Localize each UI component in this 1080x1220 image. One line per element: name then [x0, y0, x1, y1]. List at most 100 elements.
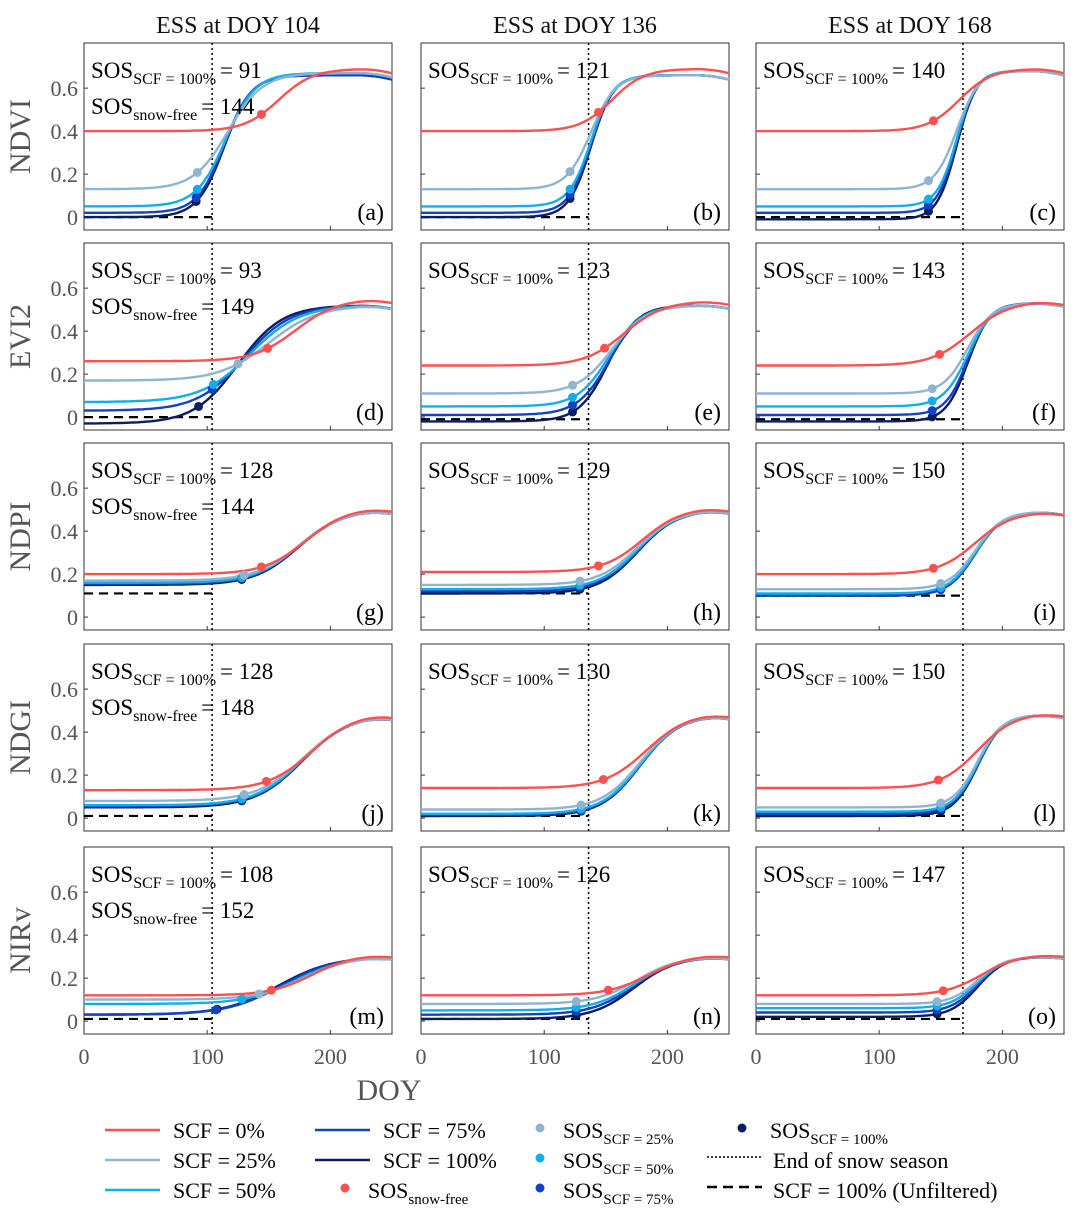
sos-annotation: SOSSCF = 100% = 150: [763, 659, 945, 689]
sos-snow-free-point: [938, 986, 948, 996]
sos-snow-free-point: [603, 985, 613, 995]
legend-label: SOSSCF = 50%: [563, 1148, 674, 1178]
column-title: ESS at DOY 168: [828, 13, 992, 39]
series-line-0pct: [84, 68, 393, 133]
y-tick-label: 0.4: [51, 720, 79, 745]
annotation-value: = 149: [201, 294, 254, 319]
annotation-value: = 129: [557, 458, 610, 483]
y-tick-label: 0: [67, 405, 78, 430]
legend-item: End of snow season: [707, 1148, 948, 1173]
panel-l: SOSSCF = 100% = 150 (l): [755, 643, 1065, 832]
panel-label: (l): [1033, 801, 1056, 827]
plot-frame: [755, 643, 1065, 832]
legend-text: SCF = 100%: [383, 1148, 497, 1173]
annotation-main: SOS: [763, 862, 805, 887]
y-tick-label: 0.4: [51, 319, 79, 344]
sos-annotation: SOSSCF = 100% = 140: [763, 58, 945, 88]
annotation-main: SOS: [428, 58, 470, 83]
annotation-main: SOS: [763, 58, 805, 83]
legend-text: SCF = 50%: [173, 1178, 276, 1203]
legend-text: SOS: [563, 1118, 603, 1143]
plot-frame: [420, 643, 730, 832]
sos-point-50pct: [923, 194, 933, 204]
x-tick-label: 200: [986, 1044, 1019, 1069]
panel-label: (n): [693, 1004, 721, 1030]
series-line-25pct: [756, 714, 1065, 809]
sos-annotation: SOSsnow-free = 148: [91, 695, 254, 725]
plot-frame: [755, 442, 1065, 631]
sos-annotation: SOSsnow-free = 144: [91, 94, 255, 124]
panel-h: SOSSCF = 100% = 129 (h): [420, 442, 730, 631]
panel-label: (j): [361, 801, 384, 827]
series-line-0pct: [84, 716, 393, 792]
panel-f: SOSSCF = 100% = 143 (f): [755, 242, 1065, 431]
x-tick-label: 100: [863, 1044, 896, 1069]
legend-item: SCF = 25%: [105, 1148, 276, 1173]
legend-label: SCF = 50%: [173, 1178, 276, 1203]
sos-snow-free-point: [261, 776, 271, 786]
sos-annotation: SOSSCF = 100% = 147: [763, 862, 945, 892]
panel-label: (m): [349, 1004, 384, 1030]
annotation-subscript: SCF = 100%: [805, 271, 888, 288]
series-line-0pct: [756, 512, 1065, 576]
sos-point-75pct: [568, 400, 578, 410]
annotation-main: SOS: [428, 659, 470, 684]
annotation-main: SOS: [763, 258, 805, 283]
plot-frame: [83, 242, 393, 431]
sos-point-50pct: [237, 994, 247, 1004]
panel-o: 0 100 200 SOSSCF = 100% = 147 (o): [751, 846, 1065, 1069]
panel-label: (i): [1033, 600, 1056, 626]
annotation-main: SOS: [91, 862, 133, 887]
legend-text: SCF = 100% (Unfiltered): [773, 1178, 997, 1203]
legend-label: SOSSCF = 100%: [770, 1118, 888, 1148]
legend-text: SOS: [368, 1178, 408, 1203]
annotation-subscript: snow-free: [133, 107, 197, 124]
legend-item: SOSSCF = 100%: [737, 1118, 888, 1148]
series-line-25pct: [421, 511, 730, 587]
sos-annotation: SOSSCF = 100% = 150: [763, 458, 945, 488]
x-tick-label: 0: [416, 1044, 427, 1069]
legend-dot-swatch: [535, 1183, 545, 1193]
annotation-subscript: SCF = 100%: [805, 471, 888, 488]
sos-annotation: SOSSCF = 100% = 143: [763, 258, 945, 288]
annotation-value: = 91: [220, 58, 262, 83]
series-line-25pct: [756, 302, 1065, 395]
legend: SCF = 0% SCF = 25% SCF = 50% SCF = 75% SCF =…: [105, 1118, 997, 1208]
annotation-subscript: SCF = 100%: [133, 672, 216, 689]
panel-label: (d): [356, 400, 384, 426]
sos-point-75pct: [191, 193, 201, 203]
legend-text: End of snow season: [773, 1148, 948, 1173]
legend-subscript: SCF = 75%: [603, 1192, 673, 1208]
series-line-0pct: [421, 509, 730, 574]
sos-snow-free-point: [256, 562, 266, 572]
sos-point-25pct: [927, 384, 937, 394]
legend-label: SCF = 75%: [383, 1118, 486, 1143]
annotation-main: SOS: [428, 862, 470, 887]
legend-text: SCF = 75%: [383, 1118, 486, 1143]
y-tick-label: 0.6: [51, 76, 79, 101]
annotation-subscript: SCF = 100%: [133, 471, 216, 488]
panel-c: SOSSCF = 100% = 140 (c): [755, 42, 1065, 231]
sos-point-100pct: [568, 407, 578, 417]
annotation-main: SOS: [91, 294, 133, 319]
legend-item: SCF = 100%: [315, 1148, 497, 1173]
y-tick-label: 0.2: [51, 966, 79, 991]
x-tick-label: 0: [751, 1044, 762, 1069]
sos-snow-free-point: [598, 774, 608, 784]
legend-dot-swatch: [737, 1123, 747, 1133]
annotation-subscript: SCF = 100%: [470, 672, 553, 689]
legend-label: SCF = 100%: [383, 1148, 497, 1173]
series-line-25pct: [421, 74, 730, 191]
sos-snow-free-point: [935, 349, 945, 359]
sos-snow-free-point: [263, 343, 273, 353]
sos-annotation: SOSsnow-free = 152: [91, 898, 254, 928]
sos-annotation: SOSSCF = 100% = 121: [428, 58, 610, 88]
legend-dot-swatch: [535, 1153, 545, 1163]
annotation-subscript: SCF = 100%: [470, 271, 553, 288]
y-tick-label: 0: [67, 605, 78, 630]
legend-label: SOSsnow-free: [368, 1178, 469, 1208]
